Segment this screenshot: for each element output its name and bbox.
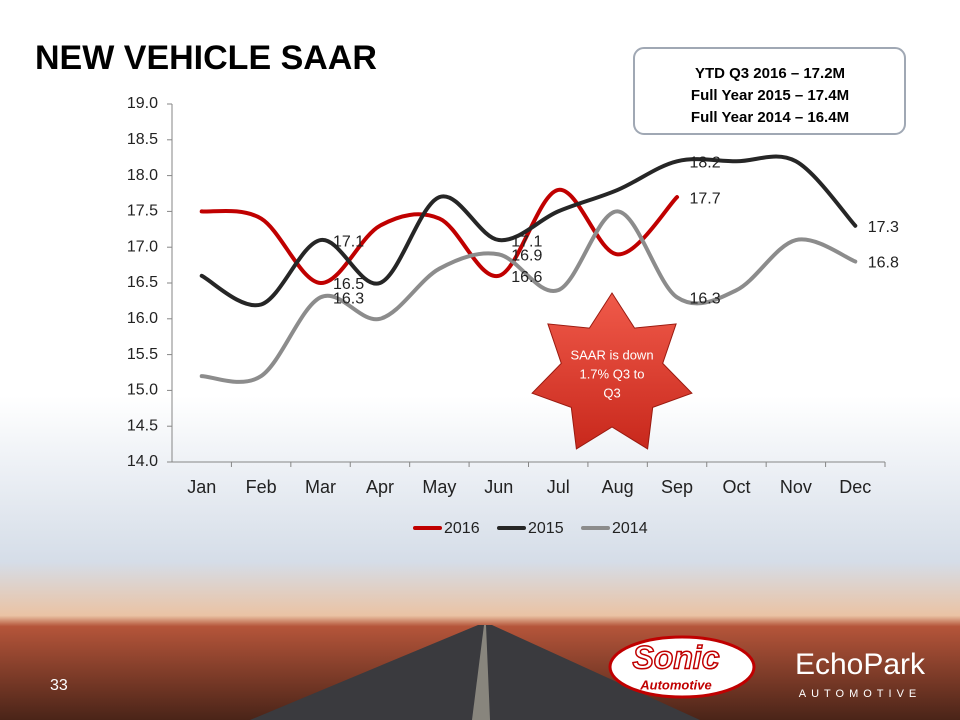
y-tick-label: 14.5 xyxy=(127,417,158,434)
data-label: 18.2 xyxy=(689,154,720,171)
callout-text: SAAR is down xyxy=(570,347,653,362)
callout-text: Q3 xyxy=(603,385,620,400)
echopark-logo: EchoPark xyxy=(795,648,926,681)
y-tick-label: 18.0 xyxy=(127,167,158,184)
data-label: 17.1 xyxy=(333,233,364,250)
data-label: 17.7 xyxy=(689,190,720,207)
data-label: 17.3 xyxy=(868,219,899,236)
callout-star xyxy=(531,292,693,450)
series-line xyxy=(199,209,858,384)
data-label: 16.5 xyxy=(333,276,364,293)
y-tick-label: 15.5 xyxy=(127,346,158,363)
y-tick-label: 19.0 xyxy=(127,95,158,112)
page-number: 33 xyxy=(50,677,68,694)
sonic-logo-sub: Automotive xyxy=(639,677,712,692)
summary-line: Full Year 2015 – 17.4M xyxy=(691,87,849,104)
road xyxy=(250,625,700,720)
sonic-logo: Sonic xyxy=(632,639,719,675)
x-tick-label: Nov xyxy=(780,477,812,497)
x-tick-label: Jun xyxy=(484,477,513,497)
summary-box xyxy=(633,47,906,135)
x-tick-label: May xyxy=(422,477,456,497)
legend-label: 2016 xyxy=(444,520,480,537)
data-label: 16.9 xyxy=(511,248,542,265)
x-tick-label: Feb xyxy=(246,477,277,497)
chart-title: NEW VEHICLE SAAR xyxy=(35,39,377,77)
y-tick-label: 16.5 xyxy=(127,274,158,291)
y-tick-label: 17.0 xyxy=(127,238,158,255)
legend-label: 2015 xyxy=(528,520,564,537)
data-label: 16.3 xyxy=(689,291,720,308)
data-label: 16.3 xyxy=(333,291,364,308)
series-line xyxy=(199,187,680,286)
y-tick-label: 15.0 xyxy=(127,382,158,399)
x-tick-label: Mar xyxy=(305,477,336,497)
y-tick-label: 14.0 xyxy=(127,453,158,470)
summary-line: YTD Q3 2016 – 17.2M xyxy=(695,65,845,82)
data-label: 16.6 xyxy=(511,269,542,286)
plot: 14.0 14.5 15.0 15.5 16.0 16.5 17.0 17.5 18.0 18.5… xyxy=(127,95,899,537)
sonic-logo-badge xyxy=(608,635,756,699)
y-tick-label: 17.5 xyxy=(127,203,158,220)
y-tick-label: 16.0 xyxy=(127,310,158,327)
y-tick-label: 18.5 xyxy=(127,131,158,148)
x-tick-label: Sep xyxy=(661,477,693,497)
x-tick-label: Oct xyxy=(722,477,750,497)
series-line xyxy=(199,154,858,308)
data-label: 16.8 xyxy=(868,255,899,272)
x-tick-label: Jul xyxy=(547,477,570,497)
x-tick-label: Aug xyxy=(602,477,634,497)
legend-label: 2014 xyxy=(612,520,648,537)
x-tick-label: Apr xyxy=(366,477,394,497)
callout: SAAR is down 1.7% Q3 to Q3 xyxy=(531,292,693,450)
echopark-logo-sub: AUTOMOTIVE xyxy=(799,688,922,700)
callout-text: 1.7% Q3 to xyxy=(579,366,644,381)
x-tick-label: Dec xyxy=(839,477,871,497)
road-marking xyxy=(472,625,490,720)
data-label: 17.1 xyxy=(511,233,542,250)
summary-line: Full Year 2014 – 16.4M xyxy=(691,109,849,126)
x-tick-label: Jan xyxy=(187,477,216,497)
